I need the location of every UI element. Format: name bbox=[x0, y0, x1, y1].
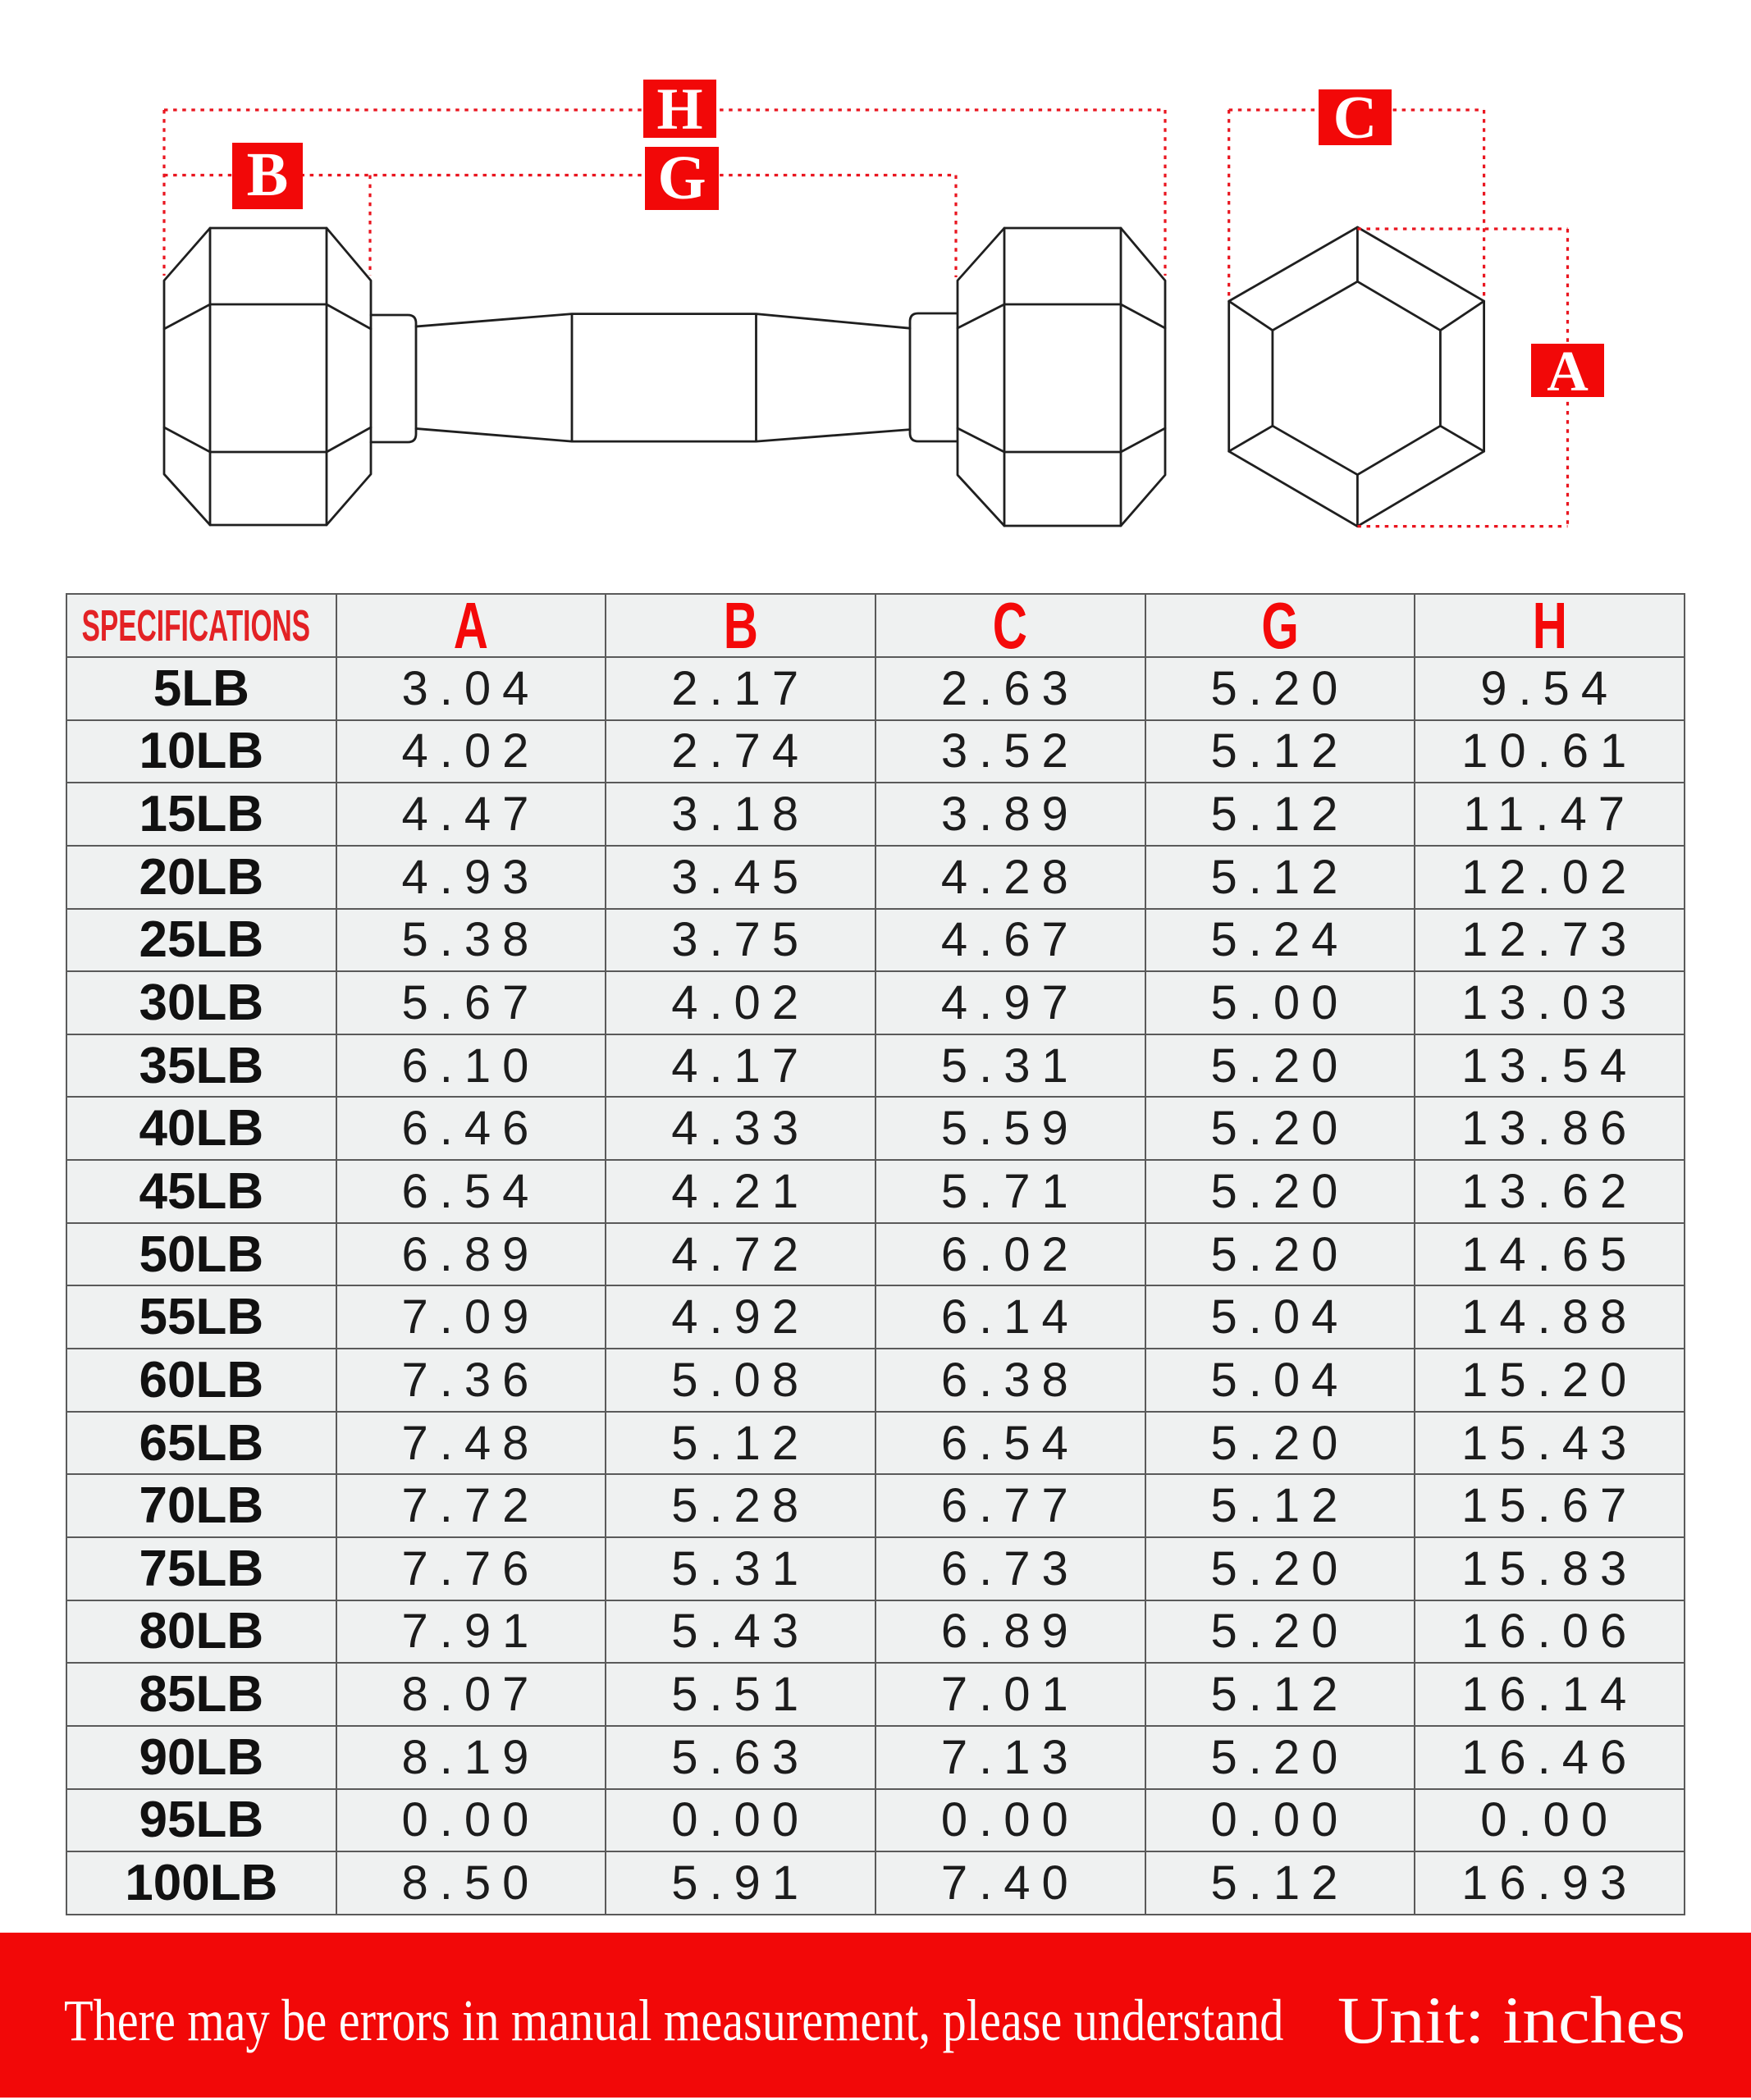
svg-text:C: C bbox=[1333, 84, 1377, 152]
svg-text:A: A bbox=[1547, 340, 1589, 404]
svg-text:B: B bbox=[247, 140, 289, 209]
svg-text:H: H bbox=[656, 76, 702, 142]
svg-text:G: G bbox=[657, 144, 706, 212]
